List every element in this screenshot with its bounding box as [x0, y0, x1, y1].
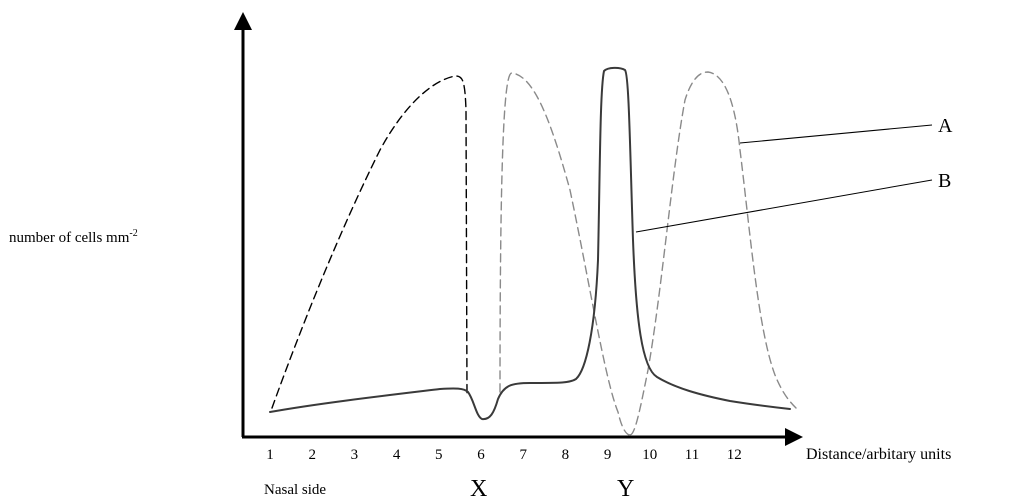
x-tick-label: 11: [685, 447, 699, 463]
nasal-side-label: Nasal side: [264, 482, 326, 498]
x-axis-arrowhead: [785, 428, 803, 446]
x-tick-label: 10: [642, 447, 657, 463]
curve-b-line: [269, 66, 791, 421]
curve-a-left-hump: [271, 75, 468, 409]
y-axis-arrowhead: [234, 12, 252, 30]
leader-line-b: [635, 179, 933, 233]
x-tick-label: 5: [435, 447, 443, 463]
curve-a-right-hump: [629, 71, 797, 436]
label-b: B: [938, 170, 951, 192]
x-tick-label: 1: [266, 447, 274, 463]
y-axis-label-text: number of cells mm: [9, 230, 130, 246]
marker-y-label: Y: [617, 476, 634, 501]
x-tick-label: 3: [351, 447, 359, 463]
x-tick-label: 8: [562, 447, 570, 463]
x-tick-labels: 1 2 3 4 5 6 7 8 9 10 11 12: [266, 447, 741, 463]
x-tick-label: 7: [519, 447, 527, 463]
curve-a-middle-hump: [499, 72, 631, 436]
leader-line-a: [739, 124, 933, 144]
x-tick-label: 12: [727, 447, 742, 463]
marker-x-label: X: [470, 476, 487, 501]
x-axis-label: Distance/arbitary units: [806, 446, 951, 463]
x-tick-label: 9: [604, 447, 612, 463]
label-a: A: [938, 115, 953, 137]
y-axis-label: number of cells mm-2: [9, 228, 138, 246]
x-tick-label: 2: [308, 447, 316, 463]
x-tick-label: 4: [393, 447, 401, 463]
y-axis-label-superscript: -2: [129, 228, 137, 239]
x-tick-label: 6: [477, 447, 485, 463]
